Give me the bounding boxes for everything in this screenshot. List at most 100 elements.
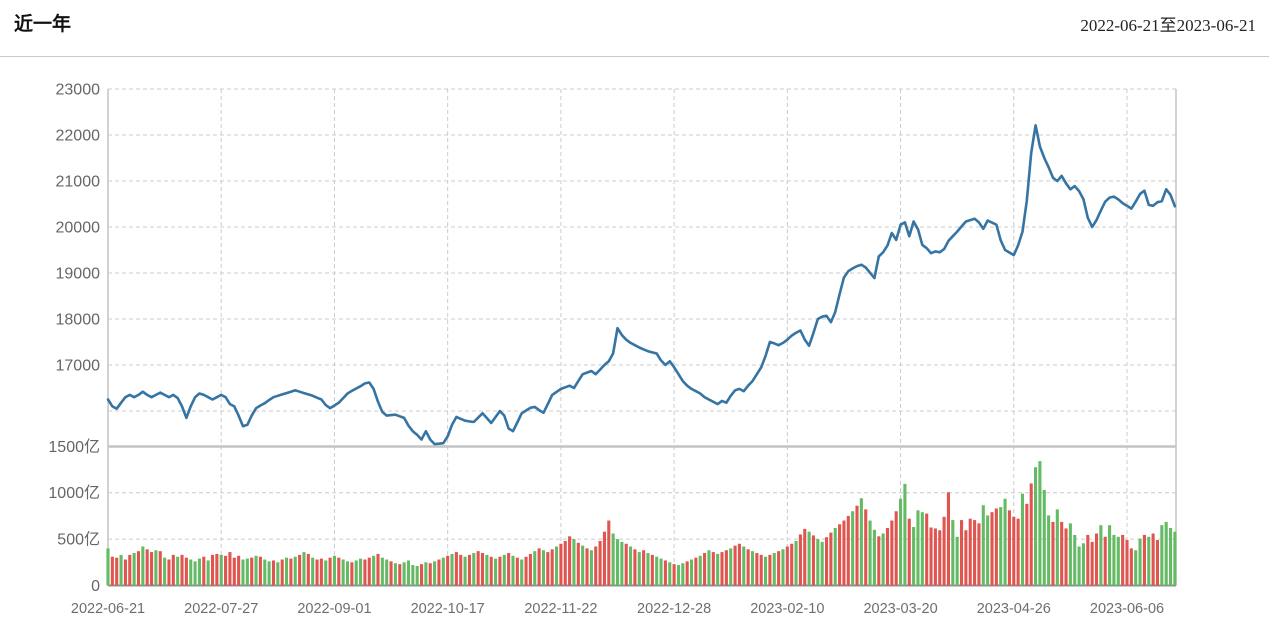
volume-bar [663,560,667,586]
volume-bar [494,558,498,586]
volume-bar [515,557,519,586]
volume-bar [959,520,964,586]
volume-bar [576,542,580,586]
volume-bar [929,527,933,586]
volume-bar [955,536,959,586]
volume-bar [689,559,694,586]
volume-bar [637,552,641,586]
volume-bar [1081,543,1085,586]
volume-bar [650,554,654,586]
volume-bar [964,530,968,586]
volume-bar [807,531,811,586]
volume-bar [150,552,154,586]
volume-bar [1068,523,1072,586]
volume-bar [537,548,541,586]
volume-bar [1116,536,1120,586]
volume-bar [877,536,881,586]
volume-bar [428,563,432,586]
volume-bar [520,559,524,586]
volume-bar [620,541,624,586]
volume-bar [106,548,110,586]
volume-bar [951,520,955,586]
volume-bar [524,556,528,586]
volume-bar [276,562,280,586]
volume-bar [350,562,354,586]
x-axis-label: 2023-06-06 [1090,601,1164,617]
volume-bar [711,552,715,586]
volume-bar [563,540,567,586]
volume-bar [480,553,485,586]
volume-bar [507,553,511,586]
x-axis-label: 2022-12-28 [637,601,711,617]
volume-bar [1064,528,1068,586]
x-axis-label: 2023-03-20 [863,601,937,617]
volume-bar [1034,467,1038,586]
volume-bar [768,554,772,586]
volume-bar [215,553,219,586]
volume-bar [777,551,781,586]
volume-bar [881,533,885,586]
volume-bar [729,548,733,586]
volume-bar [642,550,646,586]
volume-bar [585,548,589,586]
volume-bar [206,560,210,586]
price-axis-label: 22000 [56,128,101,145]
volume-bar [781,549,785,586]
volume-bar [467,554,471,586]
volume-bar [328,557,332,586]
volume-bar [933,528,937,586]
volume-bar [994,508,998,586]
volume-bar [1077,546,1081,586]
volume-bar [973,520,977,586]
volume-bar [1138,538,1142,586]
volume-bar [899,498,903,586]
volume-bar [472,553,476,586]
volume-bar [824,537,829,586]
volume-bar [624,543,628,586]
volume-bar [1164,521,1168,586]
volume-bar [1134,550,1138,586]
volume-bar [1003,498,1007,586]
volume-bar [794,540,798,586]
volume-bar [659,558,663,586]
x-axis-label: 2023-04-26 [977,601,1051,617]
volume-bar [1055,509,1059,586]
volume-bar [1112,534,1116,586]
volume-bar [1016,518,1020,586]
price-axis-label: 18000 [56,312,101,329]
volume-bar [376,553,380,586]
volume-bar [907,518,911,586]
volume-bar [1086,534,1090,586]
volume-bar [846,515,850,586]
volume-bar [245,558,249,586]
price-axis-label: 21000 [56,174,101,191]
volume-bar [550,549,554,586]
volume-bar [302,552,306,586]
volume-bar [485,554,489,586]
volume-bar [180,554,184,586]
volume-bar [694,557,698,586]
volume-bar [885,527,890,586]
volume-bar [811,535,816,586]
volume-bar [128,554,132,586]
volume-bar [193,561,197,586]
volume-bar [750,551,755,586]
x-axis-label: 2022-11-22 [524,601,597,617]
volume-bar [716,553,720,586]
volume-bar [1025,503,1029,586]
volume-bar [785,546,789,586]
volume-bar [271,560,276,586]
volume-bar [367,557,371,586]
volume-bar [202,556,206,586]
volume-bar [224,555,228,586]
volume-bar [724,550,728,586]
volume-bar [476,551,480,586]
volume-bar [938,530,942,586]
x-axis-label: 2023-02-10 [750,601,824,617]
header-divider [0,56,1269,57]
volume-bar [764,556,768,586]
volume-bar [1099,525,1103,586]
volume-bar [999,507,1003,586]
x-axis-label: 2022-07-27 [184,601,258,617]
